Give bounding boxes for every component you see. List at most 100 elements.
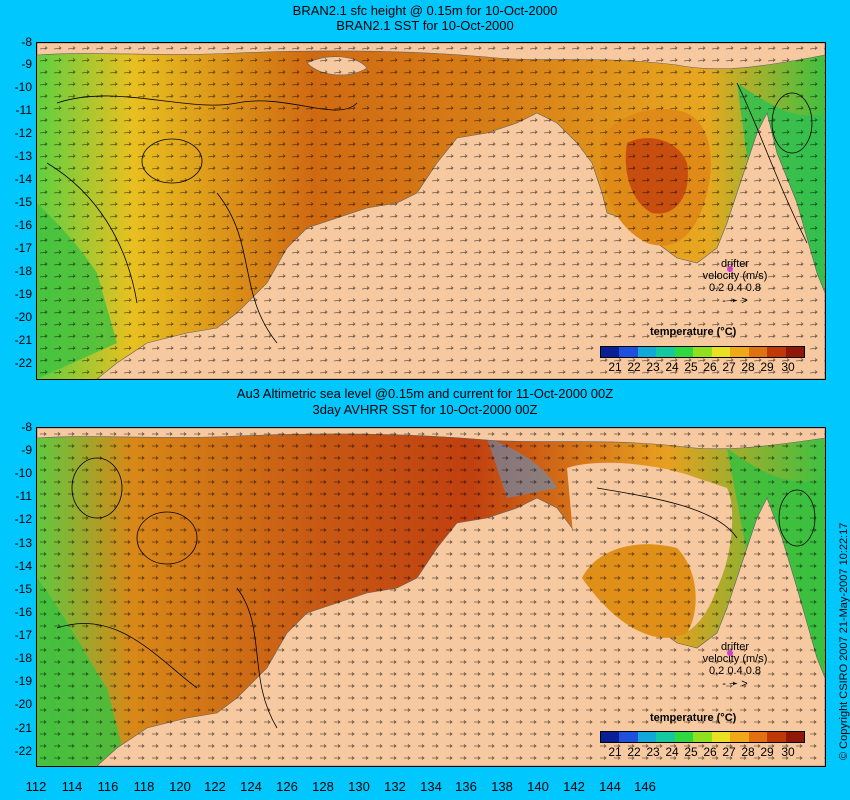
sea-height-contours [56, 457, 816, 729]
colorbar-ticks-top: 21 22 23 24 25 26 27 28 29 30 [600, 360, 803, 374]
colorbar-swatch [656, 732, 675, 742]
colorbar-tick: 23 [646, 360, 660, 374]
x-tick: 132 [384, 779, 406, 794]
colorbar-swatch [748, 347, 768, 357]
drifter-legend-top: drifter velocity (m/s) 0.2 0.4 0.8 - ➛ > [690, 258, 780, 307]
drifter-marker [727, 650, 733, 656]
colorbar-title-top: temperature (°C) [650, 326, 737, 338]
colorbar-tick: 30 [781, 745, 795, 759]
colorbar-tick: 26 [703, 745, 717, 759]
y-tick: -18 [14, 651, 32, 665]
y-tick: -18 [14, 264, 32, 278]
top-title-line1: BRAN2.1 sfc height @ 0.15m for 10-Oct-20… [292, 3, 558, 18]
x-tick: 126 [276, 779, 298, 794]
colorbar-swatch [693, 347, 712, 357]
colorbar-bottom [600, 731, 805, 743]
colorbar-swatch [711, 347, 731, 357]
y-tick: -16 [14, 218, 32, 232]
colorbar-tick: 22 [627, 360, 641, 374]
legend-line1: drifter [720, 641, 750, 653]
colorbar-swatch [693, 732, 712, 742]
colorbar-swatch [674, 732, 694, 742]
colorbar-tick: 28 [741, 360, 755, 374]
top-title-line2: BRAN2.1 SST for 10-Oct-2000 [336, 18, 514, 33]
x-tick: 120 [169, 779, 191, 794]
colorbar-tick: 27 [722, 745, 736, 759]
y-tick: -12 [14, 126, 32, 140]
colorbar-tick: 29 [760, 745, 774, 759]
x-tick: 144 [599, 779, 621, 794]
y-tick: -22 [14, 744, 32, 758]
top-sst-map [37, 43, 825, 379]
bottom-sst-map [37, 428, 825, 766]
colorbar-swatch [619, 347, 638, 357]
colorbar-tick: 22 [627, 745, 641, 759]
x-tick: 138 [491, 779, 513, 794]
colorbar-swatch [656, 347, 675, 357]
y-tick: -19 [14, 287, 32, 301]
colorbar-swatch [637, 732, 657, 742]
colorbar-tick: 21 [608, 360, 622, 374]
y-tick: -8 [21, 35, 32, 49]
x-tick: 130 [348, 779, 370, 794]
colorbar-ticks-bottom: 21 22 23 24 25 26 27 28 29 30 [600, 745, 803, 759]
top-map-panel [36, 42, 826, 380]
legend-scale: 0.2 0.4 0.8 [709, 282, 761, 294]
y-tick: -13 [14, 536, 32, 550]
y-tick: -9 [21, 57, 32, 71]
y-tick: -14 [14, 172, 32, 186]
x-tick: 142 [563, 779, 585, 794]
x-tick: 118 [133, 779, 155, 794]
y-tick: -8 [21, 420, 32, 434]
colorbar-swatch [730, 732, 749, 742]
colorbar-swatch [711, 732, 731, 742]
legend-marks: - ➛ > [722, 678, 748, 690]
y-tick: -20 [14, 697, 32, 711]
colorbar-swatch [619, 732, 638, 742]
colorbar-tick: 30 [781, 360, 795, 374]
legend-line2: velocity (m/s) [702, 653, 768, 665]
colorbar-swatch [767, 347, 786, 357]
y-tick: -21 [14, 333, 32, 347]
colorbar-tick: 25 [684, 745, 698, 759]
legend-line2: velocity (m/s) [702, 270, 768, 282]
drifter-legend-bottom: drifter velocity (m/s) 0.2 0.4 0.8 - ➛ > [690, 641, 780, 690]
y-tick: -22 [14, 356, 32, 370]
y-tick: -14 [14, 559, 32, 573]
y-tick: -17 [14, 628, 32, 642]
legend-scale: 0.2 0.4 0.8 [709, 665, 761, 677]
colorbar-swatch [748, 732, 768, 742]
colorbar-tick: 26 [703, 360, 717, 374]
colorbar-swatch [767, 732, 786, 742]
colorbar-swatch [674, 347, 694, 357]
colorbar-title-bottom: temperature (°C) [650, 712, 737, 724]
x-tick: 122 [204, 779, 226, 794]
colorbar-swatch [601, 732, 620, 742]
sea-height-contours [46, 82, 813, 344]
y-tick: -10 [14, 80, 32, 94]
copyright-text: © Copyright CSIRO 2007 21-May-2007 10:22… [838, 522, 850, 760]
colorbar-top [600, 346, 805, 358]
colorbar-tick: 27 [722, 360, 736, 374]
y-tick: -21 [14, 721, 32, 735]
y-tick: -17 [14, 241, 32, 255]
current-vectors [37, 43, 825, 379]
y-tick: -10 [14, 466, 32, 480]
colorbar-tick: 29 [760, 360, 774, 374]
y-tick: -20 [14, 310, 32, 324]
y-tick: -11 [15, 103, 32, 117]
legend-marks: - ➛ > [722, 295, 748, 307]
y-tick: -11 [15, 489, 32, 503]
colorbar-swatch [637, 347, 657, 357]
colorbar-swatch [785, 732, 804, 742]
bottom-title-line2: 3day AVHRR SST for 10-Oct-2000 00Z [312, 402, 538, 417]
x-tick: 136 [455, 779, 477, 794]
y-tick: -15 [14, 195, 32, 209]
colorbar-tick: 25 [684, 360, 698, 374]
x-tick: 140 [527, 779, 549, 794]
x-tick: 112 [25, 779, 47, 794]
current-vectors [37, 428, 825, 766]
y-tick: -12 [14, 512, 32, 526]
y-tick: -13 [14, 149, 32, 163]
y-tick: -16 [14, 605, 32, 619]
